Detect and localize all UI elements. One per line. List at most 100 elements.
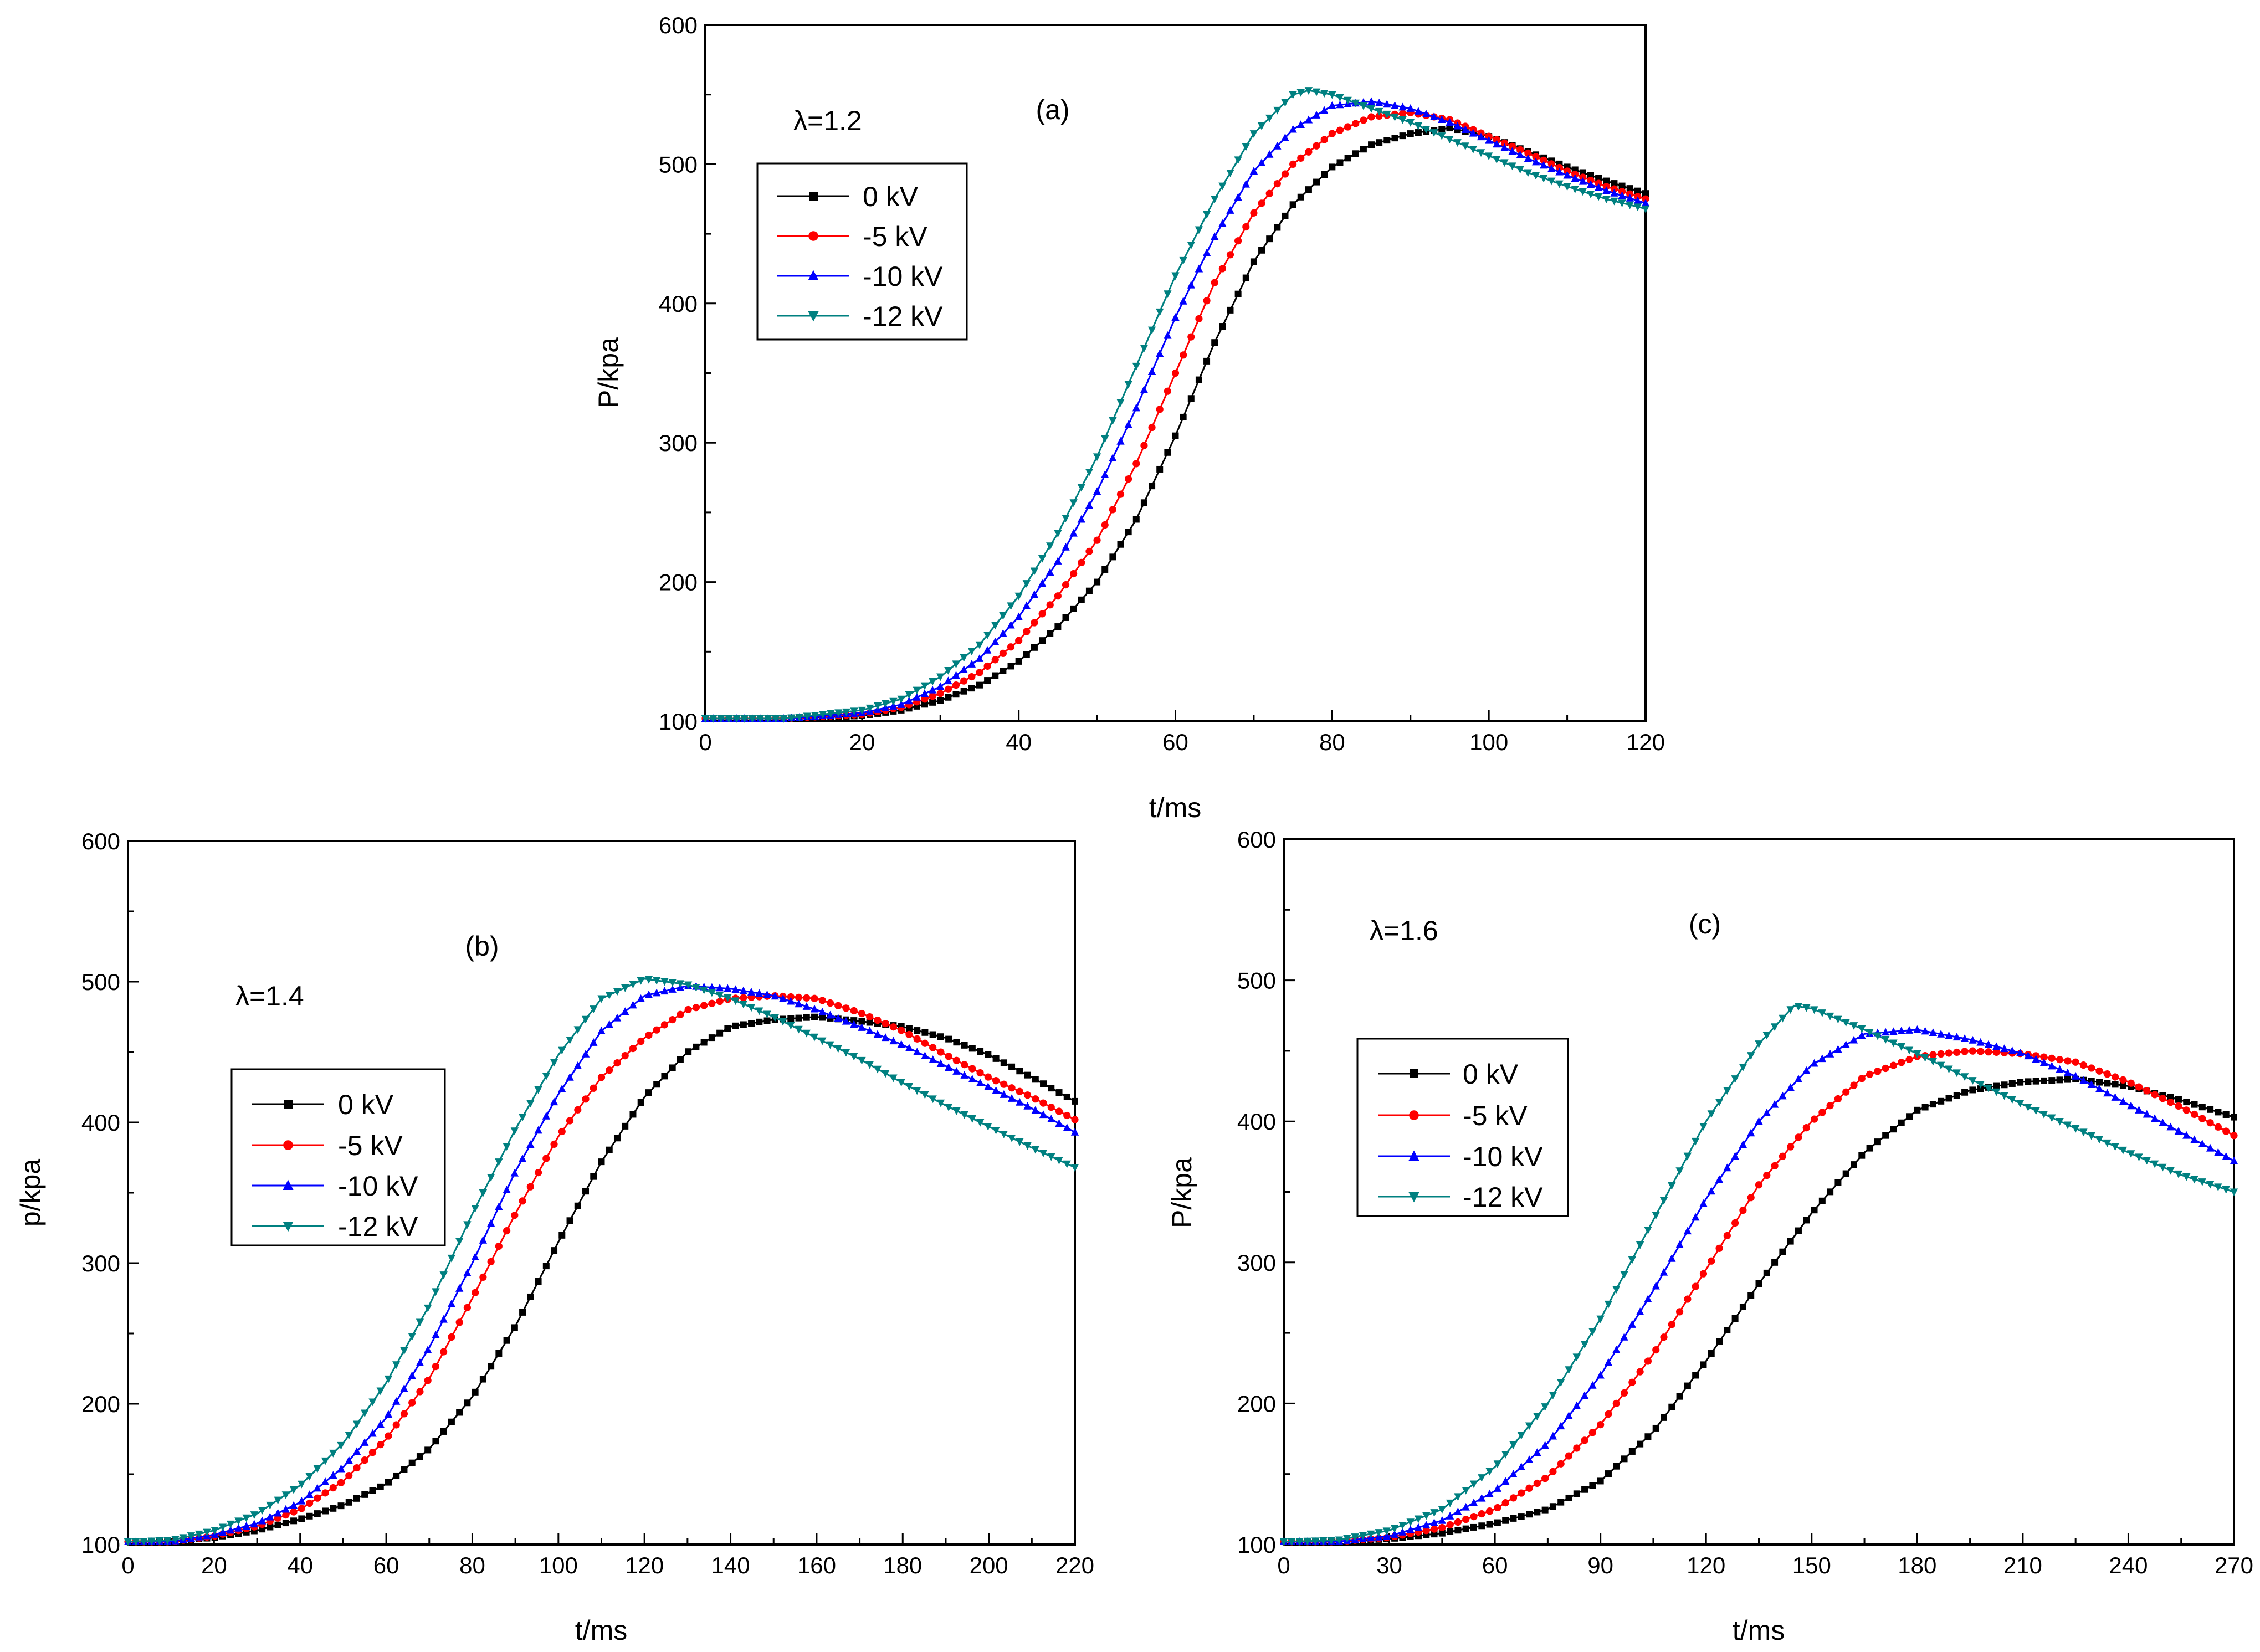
data-point: [2127, 1101, 2135, 1110]
legend-entry: -12 kV: [252, 1211, 418, 1242]
data-point: [1171, 369, 1180, 377]
data-point: [1969, 1036, 1977, 1044]
data-point: [1429, 112, 1438, 120]
data-point: [124, 1538, 132, 1546]
data-point: [2143, 1110, 2151, 1118]
data-point: [1509, 1441, 1518, 1449]
data-point: [376, 1387, 385, 1396]
data-point: [693, 1043, 700, 1050]
data-point: [684, 1005, 692, 1014]
data-point: [952, 681, 960, 689]
data-point: [913, 686, 921, 695]
data-point: [597, 1027, 606, 1034]
data-point: [1771, 1162, 1779, 1169]
data-point: [2174, 1127, 2183, 1135]
data-point: [534, 1086, 542, 1094]
data-point: [1414, 1515, 1423, 1523]
data-point: [1360, 116, 1367, 124]
data-point: [937, 1033, 944, 1040]
x-tick-label: 220: [1055, 1552, 1094, 1578]
data-point: [731, 997, 740, 1005]
data-point: [1572, 1353, 1581, 1362]
data-point: [1747, 1128, 1755, 1137]
data-point: [486, 1174, 495, 1182]
data-point: [1063, 1160, 1071, 1168]
x-tick-label: 20: [849, 729, 875, 755]
data-point: [1022, 580, 1031, 588]
data-point: [1407, 130, 1414, 137]
data-point: [1410, 1069, 1418, 1078]
data-point: [1571, 186, 1579, 193]
data-point: [313, 1465, 321, 1473]
x-tick-label: 0: [121, 1552, 134, 1578]
data-point: [1555, 163, 1564, 172]
legend-entry: 0 kV: [1378, 1059, 1519, 1090]
legend-entry: -5 kV: [777, 221, 927, 252]
data-point: [1770, 1100, 1779, 1108]
data-point: [582, 1188, 590, 1195]
data-point: [1382, 1532, 1391, 1540]
data-point: [882, 1033, 890, 1042]
data-point: [432, 1330, 440, 1338]
data-point: [2214, 1183, 2222, 1192]
data-point: [448, 1418, 455, 1425]
data-point: [527, 1293, 534, 1300]
data-point: [439, 1271, 448, 1279]
data-point: [668, 979, 677, 987]
x-tick-label: 100: [1469, 729, 1508, 755]
data-point: [1525, 1484, 1533, 1492]
data-point: [329, 1449, 337, 1458]
data-point: [1636, 1368, 1644, 1376]
data-point: [447, 1254, 456, 1263]
data-point: [1305, 148, 1313, 156]
data-point: [905, 1030, 913, 1038]
legend-marker: [283, 1179, 294, 1190]
data-point: [1486, 1521, 1493, 1528]
data-point: [1716, 1338, 1723, 1346]
data-point: [1707, 1187, 1715, 1195]
data-point: [1683, 1152, 1692, 1161]
data-point: [1524, 154, 1533, 162]
series--5kv: [124, 992, 1079, 1546]
series-layer: [124, 976, 1079, 1546]
data-point: [936, 682, 945, 690]
data-point: [1500, 159, 1509, 167]
data-point: [179, 1534, 187, 1542]
data-point: [975, 654, 984, 662]
data-point: [1676, 1393, 1683, 1400]
data-point: [1692, 1282, 1699, 1290]
data-point: [305, 1499, 314, 1507]
data-point: [2024, 1103, 2032, 1111]
data-point: [488, 1363, 495, 1370]
data-point: [1905, 1046, 1914, 1055]
data-point: [865, 704, 874, 712]
data-point: [2190, 1176, 2198, 1184]
data-point: [573, 1061, 582, 1069]
data-point: [1116, 399, 1125, 407]
data-point: [1708, 1257, 1715, 1265]
data-point: [716, 1029, 724, 1037]
data-point: [361, 1409, 369, 1418]
data-point: [345, 1432, 353, 1440]
data-point: [1929, 1101, 1936, 1108]
data-point: [1579, 177, 1587, 185]
data-point: [1539, 161, 1548, 169]
data-point: [1605, 1410, 1612, 1418]
data-point: [889, 1037, 898, 1045]
data-point: [1047, 1153, 1055, 1161]
data-point: [1557, 1422, 1565, 1430]
data-point: [763, 715, 772, 723]
data-point: [503, 1337, 510, 1344]
data-point: [1016, 1138, 1024, 1146]
data-point: [1842, 1088, 1850, 1096]
data-point: [1485, 1468, 1494, 1476]
data-point: [1898, 1119, 1905, 1126]
data-point: [1101, 435, 1109, 443]
data-point: [1312, 88, 1321, 96]
data-point: [842, 1004, 850, 1012]
data-point: [1526, 1511, 1533, 1518]
data-point: [1273, 141, 1282, 150]
data-point: [258, 1507, 267, 1515]
legend: 0 kV -5 kV -10 kV -12 kV: [230, 1068, 446, 1246]
data-point: [550, 1140, 558, 1148]
